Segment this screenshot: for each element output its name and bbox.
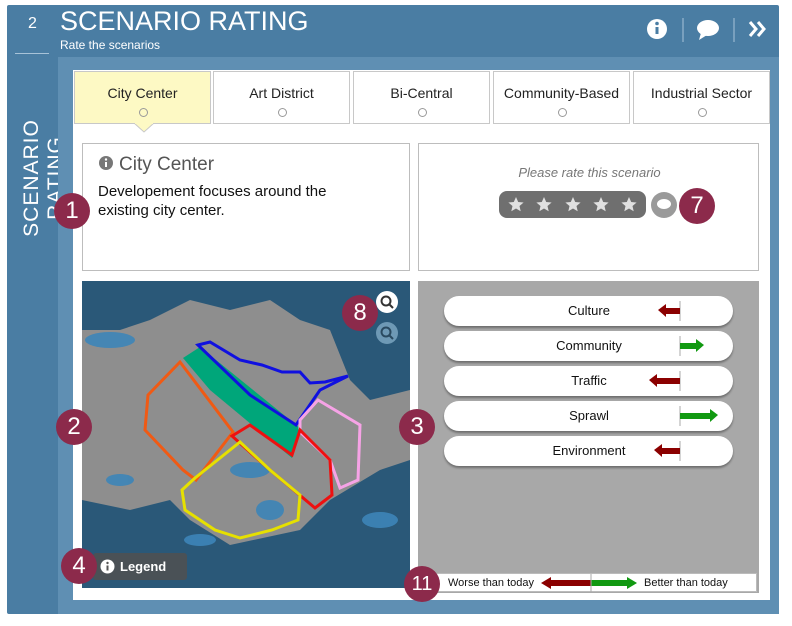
map [82, 281, 410, 588]
tab-dot [558, 108, 567, 117]
tab-label: Community-Based [503, 85, 620, 101]
info-icon [100, 559, 115, 574]
divider [15, 53, 49, 54]
rating-comment-button[interactable] [651, 192, 677, 218]
indicator-arrow [649, 371, 681, 391]
star[interactable] [508, 197, 524, 212]
expand-button[interactable] [748, 21, 766, 37]
scale-arrows [541, 574, 637, 592]
zoom-out-button[interactable] [376, 322, 398, 344]
scale-better: Better than today [644, 577, 728, 589]
indicator: Environment [444, 436, 733, 466]
callout: 8 [342, 295, 378, 331]
scale-worse: Worse than today [448, 577, 535, 589]
header-title: SCENARIO RATING [60, 6, 309, 36]
tab[interactable]: City Center [74, 71, 211, 124]
indicator: Community [444, 331, 733, 361]
legend-label: Legend [120, 559, 167, 574]
tab-dot [698, 108, 707, 117]
tab[interactable]: Bi-Central [353, 71, 490, 124]
tab[interactable]: Art District [213, 71, 350, 124]
tab-dot [278, 108, 287, 117]
tab-dot [418, 108, 427, 117]
step-number: 2 [28, 15, 37, 32]
description-title: City Center [119, 154, 215, 175]
star[interactable] [621, 197, 637, 212]
callout: 2 [56, 409, 92, 445]
star[interactable] [593, 197, 609, 212]
indicator-arrow [679, 336, 704, 356]
tab-dot [139, 108, 148, 117]
indicator-label: Environment [552, 443, 626, 458]
tab-label: City Center [107, 85, 178, 101]
tab-label: Art District [249, 85, 314, 101]
description-box: City Center Developement focuses around … [82, 143, 410, 271]
info-icon [99, 156, 113, 170]
indicator: Traffic [444, 366, 733, 396]
rating-prompt: Please rate this scenario [518, 165, 661, 180]
indicator-label: Sprawl [569, 408, 609, 423]
info-button[interactable] [647, 19, 667, 39]
tab-label: Bi-Central [390, 85, 453, 101]
tab[interactable]: Community-Based [493, 71, 630, 124]
callout: 11 [404, 566, 440, 602]
indicator-arrow [658, 301, 681, 321]
comment-button[interactable] [697, 20, 719, 40]
indicator-arrow [679, 406, 718, 426]
callout: 4 [61, 548, 97, 584]
indicator-label: Traffic [571, 373, 607, 388]
star[interactable] [565, 197, 581, 212]
callout: 7 [679, 188, 715, 224]
indicator-label: Culture [568, 303, 610, 318]
zoom-in-button[interactable] [376, 291, 398, 313]
callout: 1 [54, 193, 90, 229]
indicator-label: Community [556, 338, 622, 353]
star[interactable] [536, 197, 552, 212]
tab-pointer [134, 123, 154, 133]
sidebar-title: SCENARIO RATING [20, 119, 67, 237]
description-text: Developement focuses around the existing… [98, 183, 327, 219]
indicator-arrow [654, 441, 681, 461]
tab-label: Industrial Sector [650, 85, 753, 101]
tab[interactable]: Industrial Sector [633, 71, 770, 124]
callout: 3 [399, 409, 435, 445]
legend-button[interactable]: Legend [93, 553, 187, 580]
star-rating [499, 191, 677, 218]
header-subtitle: Rate the scenarios [60, 38, 161, 52]
indicator: Sprawl [444, 401, 733, 431]
header-icons [647, 18, 766, 42]
indicator: Culture [444, 296, 733, 326]
scale-bar: Worse than today Better than today [420, 573, 757, 592]
